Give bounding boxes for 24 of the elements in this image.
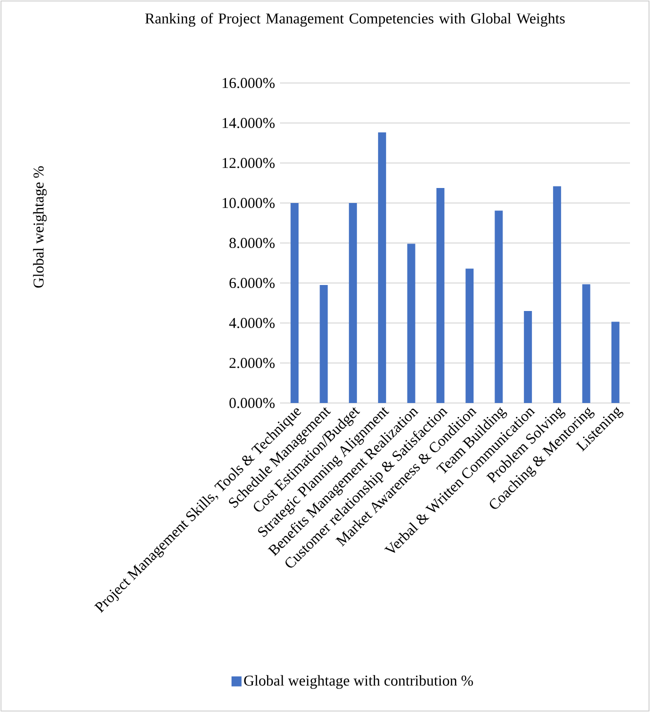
bar [378,132,386,403]
bar [466,268,474,403]
y-tick-label: 12.000% [222,158,275,168]
y-tick-label: 16.000% [222,78,275,88]
bar [407,244,416,403]
y-tick-label: 2.000% [230,358,275,368]
legend-label: Global weightage with contribution % [244,675,473,689]
bar [290,202,299,403]
y-tick-label: 8.000% [229,238,275,248]
bar [348,202,357,403]
bar [320,284,328,403]
bar [611,322,620,403]
bar [436,188,444,403]
y-axis-title: Global weightage % [33,166,47,288]
y-tick-label: 4.000% [229,318,275,328]
y-tick-label: 6.000% [230,278,275,288]
bar [524,310,532,403]
y-tick-label: 0.000% [229,398,275,408]
y-tick-label: 14.000% [222,118,275,128]
bar [582,284,590,403]
chart-title: Ranking of Project Management Competencies with Global Weights [145,12,565,27]
y-tick-label: 10.000% [222,198,275,208]
bar [553,186,562,403]
bar [494,210,503,403]
